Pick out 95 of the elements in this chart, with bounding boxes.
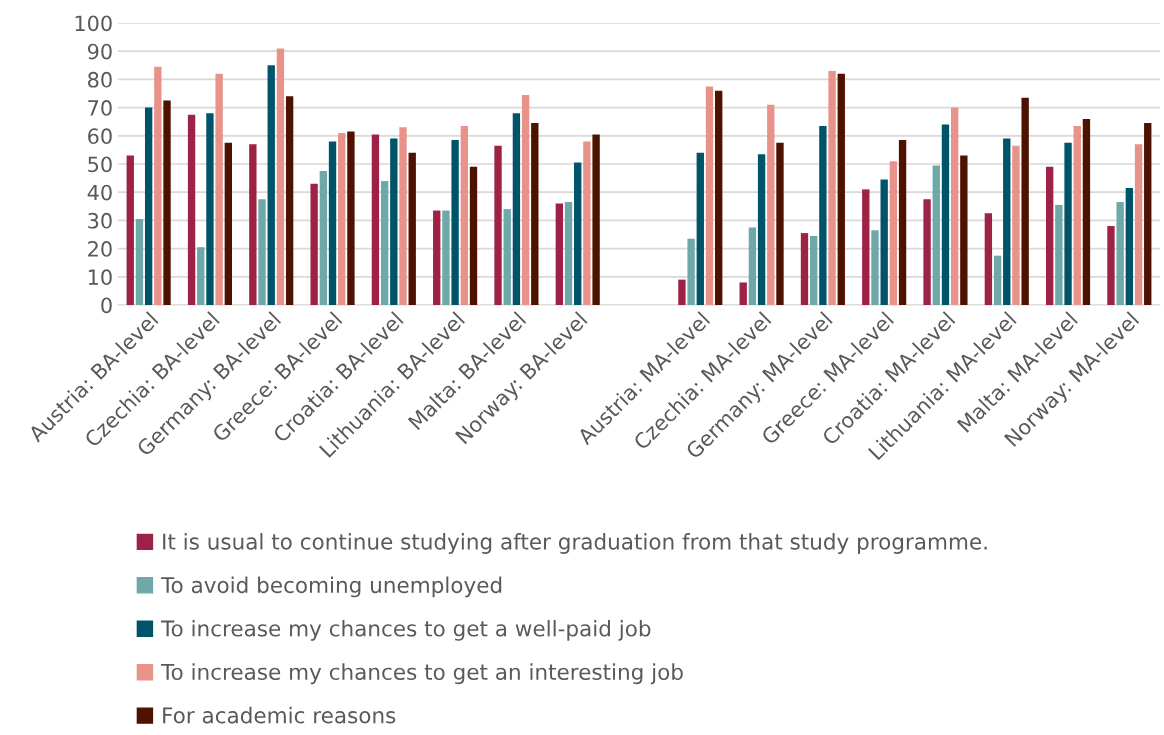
bar xyxy=(197,247,205,305)
bar xyxy=(757,154,766,305)
legend-label: It is usual to continue studying after graduation from that study programme. xyxy=(163,533,987,554)
bar xyxy=(1073,125,1081,305)
legend-label: To increase my chances to get an interesting job xyxy=(160,663,683,685)
bar xyxy=(819,125,827,305)
legend-label: For academic reasons xyxy=(163,706,396,724)
bar xyxy=(984,213,993,305)
bar xyxy=(1125,187,1134,305)
bar xyxy=(715,90,723,305)
bar xyxy=(898,140,907,305)
bar xyxy=(837,73,845,305)
y-tick-label: 70 xyxy=(88,100,112,116)
bar xyxy=(408,152,416,305)
bar xyxy=(451,140,459,305)
y-tick-label: 10 xyxy=(88,269,112,286)
bar xyxy=(347,131,355,305)
bar xyxy=(433,210,441,305)
bar xyxy=(494,145,502,305)
y-tick-label: 30 xyxy=(88,212,112,229)
bar xyxy=(941,124,950,305)
bar xyxy=(1107,226,1115,305)
bar xyxy=(521,94,530,305)
legend-label: To increase my chances to get a well-paid job xyxy=(160,619,651,641)
bar xyxy=(767,104,775,305)
bar xyxy=(285,96,294,305)
bar xyxy=(748,227,757,305)
bar xyxy=(1082,118,1091,305)
bar xyxy=(258,199,266,305)
bar xyxy=(583,141,591,305)
bar xyxy=(862,189,870,305)
bar xyxy=(696,152,704,305)
bar xyxy=(460,125,468,305)
bar xyxy=(828,70,836,305)
bar xyxy=(1064,142,1072,305)
bar xyxy=(800,233,809,305)
bar xyxy=(993,255,1002,305)
bar xyxy=(871,230,879,305)
bar xyxy=(319,171,328,305)
bar xyxy=(555,203,563,305)
bar xyxy=(163,100,171,305)
bar xyxy=(512,113,521,305)
bar xyxy=(1012,145,1020,305)
bar xyxy=(531,123,539,305)
bar xyxy=(1055,204,1063,305)
bar xyxy=(503,209,511,305)
bar xyxy=(1134,144,1143,305)
bar xyxy=(310,183,318,305)
bar xyxy=(267,65,275,305)
bar xyxy=(442,210,450,305)
bar xyxy=(135,218,144,305)
bar xyxy=(390,138,398,305)
y-tick-label: 50 xyxy=(88,156,112,173)
bar xyxy=(1045,166,1054,305)
bar xyxy=(206,113,214,305)
bar xyxy=(371,134,380,305)
bar xyxy=(338,132,346,305)
y-tick-label: 60 xyxy=(88,128,112,145)
bar xyxy=(687,238,695,305)
bar xyxy=(564,202,573,305)
bar xyxy=(678,279,686,305)
bar xyxy=(574,162,582,305)
bar xyxy=(126,155,134,305)
bar xyxy=(469,166,478,305)
bar xyxy=(880,179,888,305)
bar xyxy=(739,282,747,305)
bar xyxy=(1144,123,1152,305)
bar xyxy=(776,142,784,305)
bar xyxy=(154,66,162,305)
bar xyxy=(923,199,931,305)
bar xyxy=(950,107,959,305)
bar xyxy=(889,161,898,305)
bar xyxy=(1003,138,1011,305)
bar xyxy=(592,134,600,305)
bar xyxy=(328,141,337,305)
y-tick-label: 90 xyxy=(87,43,112,60)
bar xyxy=(960,155,968,305)
bar xyxy=(1116,202,1124,305)
bar xyxy=(187,114,196,305)
legend-label: To avoid becoming unemployed xyxy=(160,576,502,598)
y-tick-label: 40 xyxy=(87,184,112,201)
y-tick-label: 100 xyxy=(75,15,112,32)
bar xyxy=(1021,97,1029,305)
y-tick-label: 20 xyxy=(88,241,112,257)
bar xyxy=(810,235,818,305)
bar xyxy=(144,107,153,305)
bar xyxy=(380,180,389,305)
y-tick-label: 80 xyxy=(88,71,112,88)
bar xyxy=(224,142,233,305)
bar xyxy=(399,127,407,305)
bar xyxy=(215,73,223,305)
bar xyxy=(249,144,257,305)
bar xyxy=(705,86,714,305)
bar xyxy=(276,48,285,305)
bar xyxy=(932,165,940,305)
